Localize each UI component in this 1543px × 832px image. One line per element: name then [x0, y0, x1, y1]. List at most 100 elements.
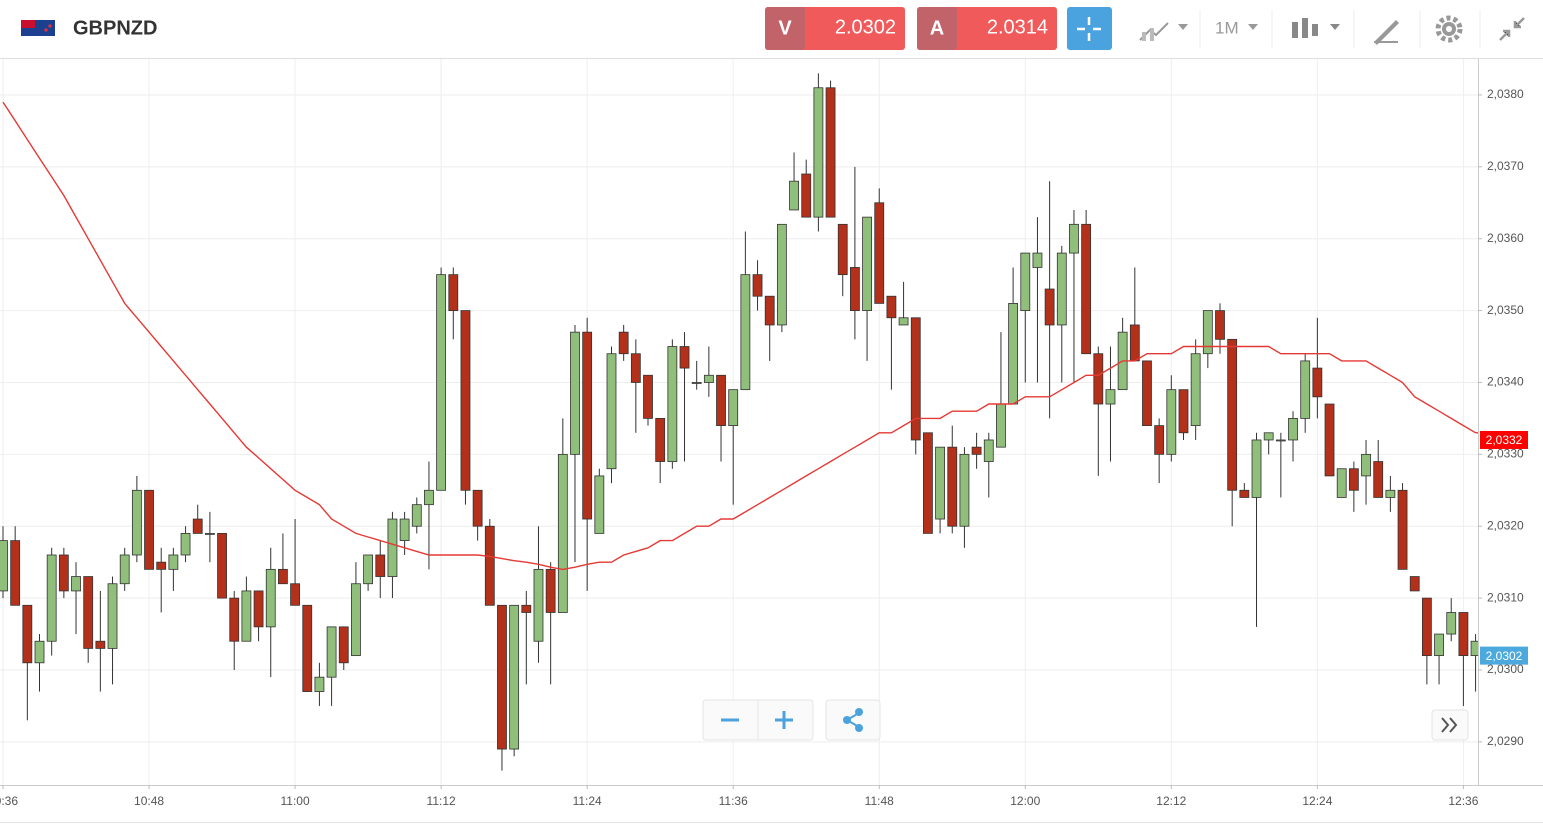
candle-body [265, 568, 276, 628]
candle-body [241, 590, 252, 642]
y-tick-label: 2,0370 [1487, 159, 1524, 173]
candle-body [156, 561, 167, 570]
candle-body [229, 597, 240, 642]
candle-body [971, 446, 982, 455]
candle-body [703, 374, 714, 383]
y-tick-label: 2,0310 [1487, 590, 1524, 604]
candle-body [582, 331, 593, 520]
y-tick-label: 2,0300 [1487, 662, 1524, 676]
candle-body [144, 489, 154, 570]
candle-body [399, 518, 410, 542]
candle-body [375, 554, 386, 577]
candle-body [83, 576, 94, 649]
candle-body [1348, 468, 1359, 491]
candle-body [983, 439, 994, 462]
candle-body [545, 568, 556, 613]
candle-body [314, 676, 325, 692]
sell-button[interactable]: V 2.0302 [765, 7, 905, 50]
plot-area [0, 73, 1478, 771]
candle-body [1105, 389, 1116, 405]
candle-body [180, 533, 191, 556]
candle-body [521, 604, 532, 613]
candle-body [497, 604, 507, 750]
price-tag [1480, 430, 1528, 449]
indicator-button[interactable] [1139, 22, 1188, 41]
scroll-end-button[interactable] [1431, 709, 1469, 741]
candle-body [107, 583, 118, 649]
candle-body [1361, 453, 1371, 477]
candle-body [363, 554, 374, 585]
share-button[interactable] [825, 699, 881, 741]
crosshair-button[interactable] [1067, 7, 1112, 50]
x-tick-label: 12:24 [1302, 794, 1332, 808]
price-tag-label: 2,0332 [1486, 433, 1523, 447]
candle-body [533, 568, 544, 642]
candle-body [131, 489, 142, 556]
x-tick-label: 12:00 [1010, 794, 1040, 808]
candle-body [1446, 612, 1457, 635]
candle-body [1154, 425, 1165, 455]
candle-body [1081, 223, 1092, 355]
x-tick-label: 12:12 [1156, 794, 1186, 808]
candle-body [776, 223, 787, 326]
y-tick-label: 2,0380 [1487, 87, 1524, 101]
buy-label: A [930, 17, 944, 39]
candle-body [740, 274, 751, 391]
candle-body [95, 640, 106, 649]
settings-button[interactable] [1435, 15, 1463, 43]
timeframe: 1M [1215, 18, 1239, 37]
sell-price: 2.0302 [835, 16, 896, 38]
candle-body [1336, 468, 1347, 498]
x-tick-label: 11:48 [865, 794, 894, 808]
candle-body [862, 216, 872, 311]
minimize-button[interactable] [1499, 17, 1525, 41]
candle-body [46, 554, 57, 642]
candle-body [667, 346, 678, 462]
axes: 2,0290 2,0300 2,0310 2,0320 2,0330 2,0340 2,03… [0, 87, 1528, 808]
x-tick-label: 10:36 [0, 794, 18, 808]
candle-body [1044, 288, 1055, 326]
candle-body [1020, 252, 1031, 311]
zoom-in[interactable] [775, 711, 793, 729]
x-tick-label: 11:24 [573, 794, 602, 808]
candle-body [10, 540, 21, 606]
candle-body [338, 626, 349, 664]
flag [21, 20, 55, 36]
candle-body [448, 274, 459, 311]
candle-body [789, 180, 799, 211]
candle-body [1056, 252, 1067, 326]
timeframe-button[interactable]: 1M [1215, 18, 1258, 37]
candle-body [1032, 252, 1043, 268]
candle-body [1166, 389, 1177, 455]
candle-body [509, 604, 520, 750]
candle-body [204, 533, 215, 535]
candle-body [351, 583, 361, 657]
candle-body [1215, 310, 1225, 340]
x-tick-label: 11:12 [427, 794, 456, 808]
candle-body [1324, 403, 1335, 477]
y-tick-label: 2,0360 [1487, 231, 1524, 245]
buy-button[interactable]: A 2.0314 [917, 7, 1057, 50]
candle-body [22, 604, 33, 664]
candle-body [1300, 360, 1311, 419]
candle-body [850, 267, 860, 311]
candle-body [1008, 302, 1019, 405]
candle-body [436, 274, 447, 491]
candle-body [1434, 633, 1444, 657]
candle-body [618, 331, 629, 355]
candle-body [594, 475, 605, 534]
candle-body [1458, 612, 1469, 657]
candle-body [253, 590, 264, 628]
y-tick-label: 2,0290 [1487, 734, 1524, 748]
candle-body [874, 202, 885, 304]
candle-body [910, 317, 921, 441]
y-tick-label: 2,0340 [1487, 375, 1524, 389]
candle-body [691, 382, 702, 384]
chart-type-button[interactable] [1292, 18, 1340, 38]
sell-label: V [778, 17, 792, 39]
draw-button[interactable] [1374, 20, 1399, 45]
candle-body [1288, 418, 1298, 441]
buy-price: 2.0314 [987, 16, 1048, 38]
